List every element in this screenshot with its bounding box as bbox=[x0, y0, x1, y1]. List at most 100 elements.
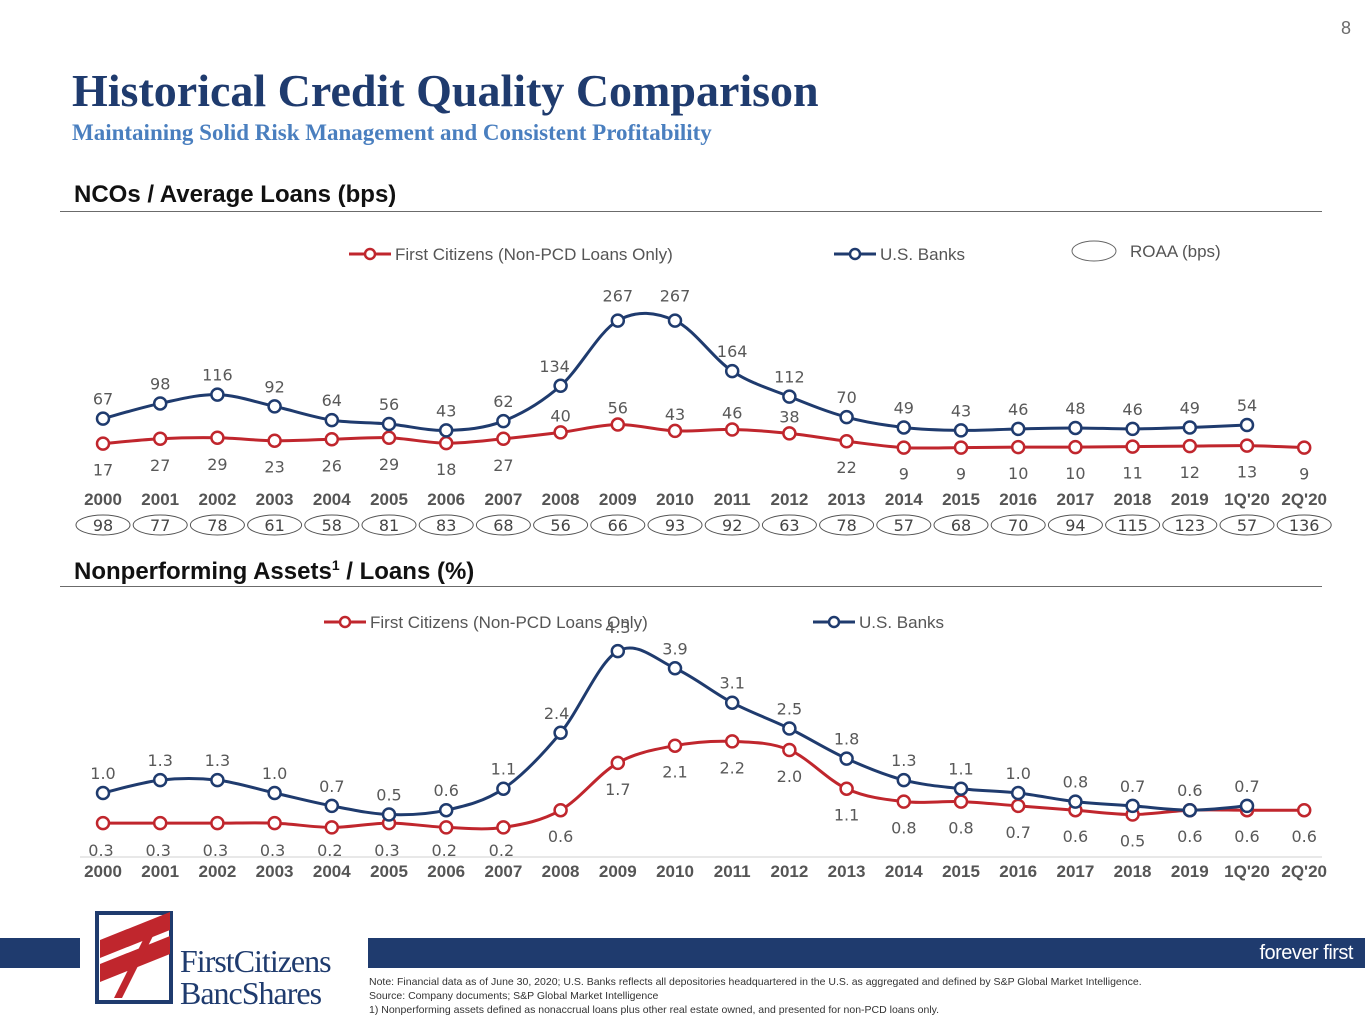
us-npa-point bbox=[667, 661, 683, 676]
fc-npa-point bbox=[610, 755, 626, 771]
roaa-value: 81 bbox=[379, 516, 399, 535]
npa-title-sup: 1 bbox=[331, 557, 340, 573]
fc-npa-line bbox=[102, 739, 1305, 831]
roaa-value: 70 bbox=[1008, 516, 1028, 535]
npa-axis-label-0: 2000 bbox=[84, 862, 122, 881]
legend-roaa-label: ROAA (bps) bbox=[1130, 242, 1221, 261]
nco-axis-label-19: 2019 bbox=[1171, 490, 1209, 509]
npa-chart: First Citizens (Non-PCD Loans Only) U.S. … bbox=[80, 613, 1327, 881]
fc-npa-data-label: 0.6 bbox=[1291, 827, 1316, 846]
roaa-value: 123 bbox=[1175, 516, 1206, 535]
fc-nco-data-label: 56 bbox=[608, 399, 628, 418]
us-npa-point bbox=[1010, 785, 1026, 801]
nco-axis-label-11: 2011 bbox=[714, 490, 751, 509]
footnote-source: Source: Company documents; S&P Global Ma… bbox=[369, 990, 659, 1002]
roaa-oval bbox=[361, 514, 417, 536]
fc-nco-point bbox=[1125, 439, 1140, 454]
fc-npa-point bbox=[496, 820, 511, 835]
us-nco-data-label: 56 bbox=[379, 395, 399, 414]
fc-nco-point bbox=[553, 425, 568, 440]
fc-nco-data-label: 9 bbox=[956, 465, 966, 484]
us-nco-point bbox=[381, 416, 397, 432]
npa-axis-label-9: 2009 bbox=[599, 862, 637, 881]
legend-roaa-oval bbox=[1071, 240, 1117, 262]
fc-npa-point bbox=[438, 820, 454, 835]
npa-axis-label-7: 2007 bbox=[484, 862, 522, 881]
us-nco-point bbox=[1068, 420, 1083, 436]
us-nco-data-label: 70 bbox=[836, 388, 856, 407]
npa-axis-label-21: 2Q'20 bbox=[1281, 862, 1327, 881]
us-npa-point bbox=[896, 772, 912, 788]
us-npa-data-label: 0.7 bbox=[319, 777, 344, 796]
us-npa-point bbox=[438, 802, 454, 818]
roaa-oval bbox=[475, 514, 531, 536]
roaa-value: 57 bbox=[894, 516, 914, 535]
roaa-value: 63 bbox=[779, 516, 799, 535]
npa-axis-label-18: 2018 bbox=[1114, 862, 1152, 881]
logo-name-line2: BancShares bbox=[180, 975, 322, 1011]
us-npa-point bbox=[1125, 798, 1140, 814]
roaa-value: 94 bbox=[1065, 516, 1085, 535]
us-nco-data-label: 49 bbox=[1180, 398, 1200, 417]
us-npa-point bbox=[210, 772, 225, 788]
nco-axis-label-4: 2004 bbox=[313, 490, 351, 509]
npa-axis-label-6: 2006 bbox=[427, 862, 465, 881]
fc-npa-point bbox=[782, 742, 797, 758]
fc-nco-data-label: 29 bbox=[379, 455, 399, 474]
fc-npa-point bbox=[267, 815, 282, 831]
us-nco-data-label: 267 bbox=[660, 287, 691, 306]
us-npa-point bbox=[1068, 794, 1083, 809]
fc-nco-data-label: 18 bbox=[436, 460, 456, 479]
fc-nco-point bbox=[324, 432, 340, 447]
footer-band-right bbox=[368, 938, 1365, 968]
fc-npa-data-label: 0.8 bbox=[948, 819, 973, 838]
npa-title-rest: / Loans (%) bbox=[339, 558, 475, 585]
logo-name-line1: FirstCitizens bbox=[180, 943, 332, 979]
npa-axis-label-10: 2010 bbox=[656, 862, 694, 881]
legend-us-banks-marker bbox=[848, 247, 862, 261]
fc-npa-data-label: 0.3 bbox=[145, 841, 170, 860]
page-title: Historical Credit Quality Comparison bbox=[72, 65, 819, 116]
roaa-value: 58 bbox=[322, 516, 342, 535]
legend-first-citizens-marker bbox=[338, 615, 352, 629]
us-nco-point bbox=[438, 423, 454, 438]
us-nco-point bbox=[496, 413, 511, 429]
fc-npa-point bbox=[553, 802, 568, 818]
fc-nco-point bbox=[1182, 438, 1198, 454]
roaa-oval bbox=[418, 514, 474, 536]
roaa-value: 78 bbox=[836, 516, 856, 535]
npa-axis-label-17: 2017 bbox=[1056, 862, 1094, 881]
fc-npa-data-label: 0.7 bbox=[1005, 823, 1030, 842]
fc-nco-point bbox=[438, 435, 454, 451]
fc-npa-data-label: 1.7 bbox=[605, 780, 630, 799]
us-nco-data-label: 49 bbox=[894, 398, 914, 417]
roaa-oval bbox=[132, 514, 188, 536]
roaa-value: 98 bbox=[93, 516, 113, 535]
fc-nco-data-label: 11 bbox=[1122, 464, 1142, 483]
nco-chart: First Citizens (Non-PCD Loans Only) U.S. … bbox=[75, 240, 1332, 536]
us-nco-data-label: 267 bbox=[603, 287, 634, 306]
fc-npa-data-label: 0.6 bbox=[1234, 827, 1259, 846]
us-nco-point bbox=[782, 389, 797, 404]
nco-axis-label-15: 2015 bbox=[942, 490, 980, 509]
us-npa-point bbox=[1239, 798, 1255, 814]
footnote-note: Note: Financial data as of June 30, 2020… bbox=[369, 976, 1142, 988]
fc-nco-data-label: 40 bbox=[550, 406, 570, 425]
fc-nco-data-label: 27 bbox=[493, 456, 513, 475]
roaa-value: 93 bbox=[665, 516, 685, 535]
fc-nco-data-label: 9 bbox=[1299, 465, 1309, 484]
fc-npa-point bbox=[724, 734, 740, 749]
fc-npa-data-label: 0.6 bbox=[1177, 827, 1202, 846]
us-nco-data-label: 54 bbox=[1237, 396, 1257, 415]
fc-nco-point bbox=[95, 436, 111, 451]
fc-npa-data-label: 2.2 bbox=[719, 758, 744, 777]
npa-axis-label-1: 2001 bbox=[141, 862, 179, 881]
fc-nco-point bbox=[496, 431, 511, 447]
us-nco-data-label: 46 bbox=[1122, 400, 1142, 419]
fc-nco-data-label: 17 bbox=[93, 461, 113, 480]
us-nco-point bbox=[152, 396, 168, 411]
nco-section-heading: NCOs / Average Loans (bps) bbox=[74, 181, 397, 208]
legend-first-citizens-label: First Citizens (Non-PCD Loans Only) bbox=[395, 245, 673, 264]
fc-nco-point bbox=[1068, 439, 1083, 455]
roaa-oval bbox=[876, 514, 932, 536]
